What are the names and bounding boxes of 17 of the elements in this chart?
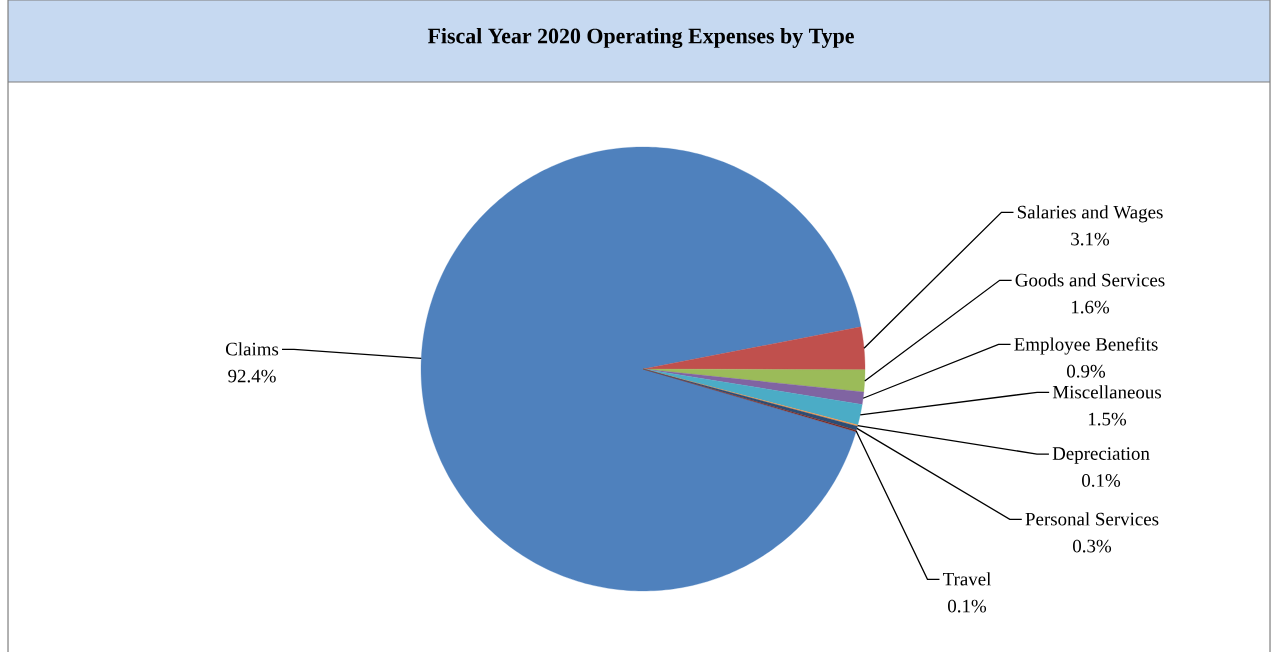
- slice-label: Claims: [225, 342, 279, 356]
- data-label: 3.1%: [1071, 232, 1110, 246]
- slice-label: Employee Benefits: [1014, 337, 1158, 355]
- data-label: 92.4%: [228, 369, 276, 383]
- chart-title: Fiscal Year 2020 Operating Expenses by Type: [427, 27, 854, 49]
- slice-label: Miscellaneous: [1052, 385, 1162, 399]
- data-label: 0.9%: [1067, 364, 1106, 378]
- slice-label: Goods and Services: [1015, 273, 1165, 287]
- slice-label: Salaries and Wages: [1017, 205, 1163, 223]
- data-label: 1.6%: [1071, 300, 1110, 314]
- slice-label: Personal Services: [1025, 512, 1159, 526]
- slice-label: Depreciation: [1052, 447, 1150, 464]
- data-label: 0.1%: [948, 599, 987, 613]
- data-label: 1.5%: [1088, 412, 1127, 426]
- data-label: 0.1%: [1082, 474, 1121, 487]
- slice-label: Travel: [943, 572, 992, 586]
- data-label: 0.3%: [1073, 539, 1112, 553]
